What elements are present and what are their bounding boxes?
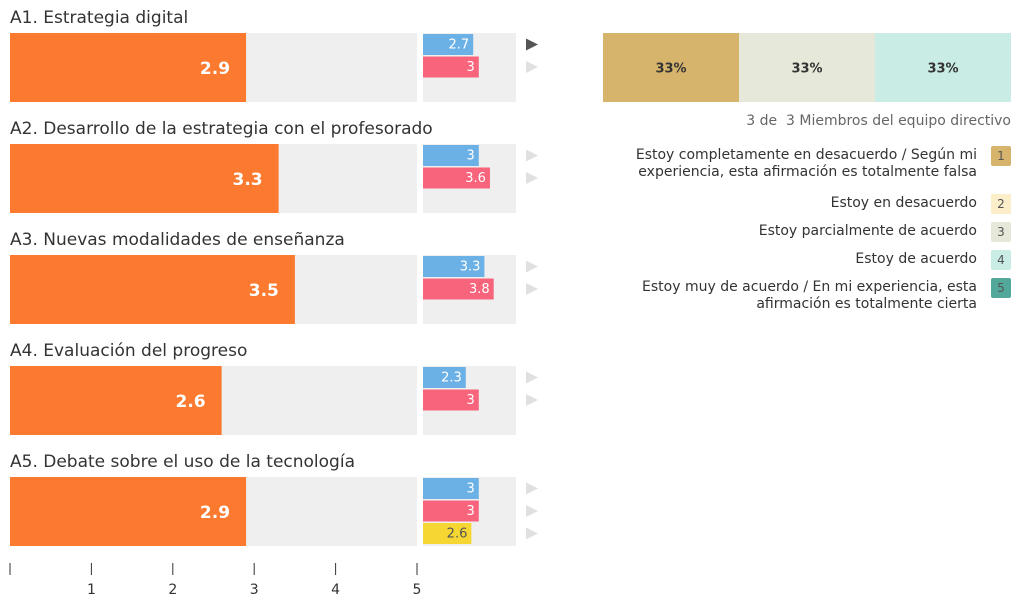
sub-value-label: 3: [467, 393, 475, 408]
sub-bar: [423, 145, 479, 166]
legend-code: 3: [991, 222, 1011, 242]
sub-value-label: 2.7: [449, 38, 470, 53]
row-selector[interactable]: [526, 38, 538, 51]
sub-value-label: 3: [467, 149, 475, 164]
main-bar: [10, 366, 222, 435]
distribution-segment: [875, 33, 1011, 102]
row-selector[interactable]: [526, 527, 538, 540]
sub-value-label: 3.8: [469, 282, 490, 297]
sub-bar: [423, 389, 479, 411]
legend-item: Estoy parcialmente de acuerdo 3: [605, 222, 1011, 242]
legend-code: 2: [991, 194, 1011, 214]
legend-item: Estoy en desacuerdo 2: [605, 194, 1011, 214]
main-bar: [10, 33, 247, 102]
legend-label: Estoy parcialmente de acuerdo: [758, 223, 977, 239]
item-label: A1. Estrategia digital: [10, 8, 188, 28]
main-value-label: 2.6: [176, 392, 206, 412]
main-value-label: 3.5: [249, 281, 279, 301]
main-bar: [10, 477, 247, 546]
distribution-segment: [603, 33, 739, 102]
legend-item: Estoy muy de acuerdo / En mi experiencia…: [605, 278, 1011, 313]
row-selector[interactable]: [526, 505, 538, 517]
sub-value-label: 3: [467, 482, 475, 497]
sub-bar: [423, 367, 466, 388]
segment-label: 33%: [791, 62, 822, 77]
segment-label: 33%: [927, 62, 958, 77]
axis-tick-label: 1: [87, 582, 96, 598]
legend-item: Estoy de acuerdo 4: [605, 250, 1011, 270]
legend-code: 5: [991, 278, 1011, 298]
main-value-label: 3.3: [232, 170, 262, 190]
sub-value-label: 2.6: [447, 527, 468, 542]
caption: 3 de 3 Miembros del equipo directivo: [746, 113, 1011, 129]
sub-value-label: 3: [467, 504, 475, 519]
distribution-segment: [739, 33, 875, 102]
legend-label: Estoy completamente en desacuerdo / Segú…: [635, 147, 977, 180]
axis-tick-label: 2: [168, 582, 177, 598]
axis-tick-label: 3: [250, 582, 259, 598]
sub-bar: [423, 56, 479, 78]
row-selector[interactable]: [526, 61, 538, 73]
legend-label: Estoy de acuerdo: [855, 251, 977, 267]
sub-value-label: 3.6: [465, 171, 486, 186]
axis-tick-label: 4: [331, 582, 340, 598]
main-value-label: 2.9: [200, 503, 230, 523]
row-selector[interactable]: [526, 172, 538, 184]
sub-bar: [423, 167, 490, 189]
segment-label: 33%: [655, 62, 686, 77]
legend-item: Estoy completamente en desacuerdo / Segú…: [605, 146, 1011, 181]
item-label: A2. Desarrollo de la estrategia con el p…: [10, 119, 433, 139]
legend-label: Estoy en desacuerdo: [830, 195, 977, 211]
legend-code: 1: [991, 146, 1011, 166]
sub-value-label: 3.3: [460, 260, 481, 275]
row-selector[interactable]: [526, 371, 538, 384]
row-selector[interactable]: [526, 482, 538, 495]
sub-bar: [423, 256, 485, 277]
sub-value-label: 2.3: [441, 371, 462, 386]
sub-bar: [423, 500, 479, 522]
item-label: A3. Nuevas modalidades de enseñanza: [10, 230, 345, 250]
item-label: A4. Evaluación del progreso: [10, 341, 247, 361]
row-selector[interactable]: [526, 283, 538, 295]
row-selector[interactable]: [526, 394, 538, 406]
sub-bar: [423, 523, 472, 544]
sub-bar: [423, 478, 479, 499]
main-bar: [10, 255, 295, 324]
row-selector[interactable]: [526, 260, 538, 273]
main-value-label: 2.9: [200, 59, 230, 79]
main-bar: [10, 144, 279, 213]
sub-value-label: 3: [467, 60, 475, 75]
sub-bar: [423, 278, 494, 300]
axis-tick-label: 5: [413, 582, 422, 598]
row-selector[interactable]: [526, 149, 538, 162]
legend-code: 4: [991, 250, 1011, 270]
item-label: A5. Debate sobre el uso de la tecnología: [10, 452, 355, 472]
sub-bar: [423, 34, 474, 55]
legend-label: Estoy muy de acuerdo / En mi experiencia…: [642, 279, 977, 312]
